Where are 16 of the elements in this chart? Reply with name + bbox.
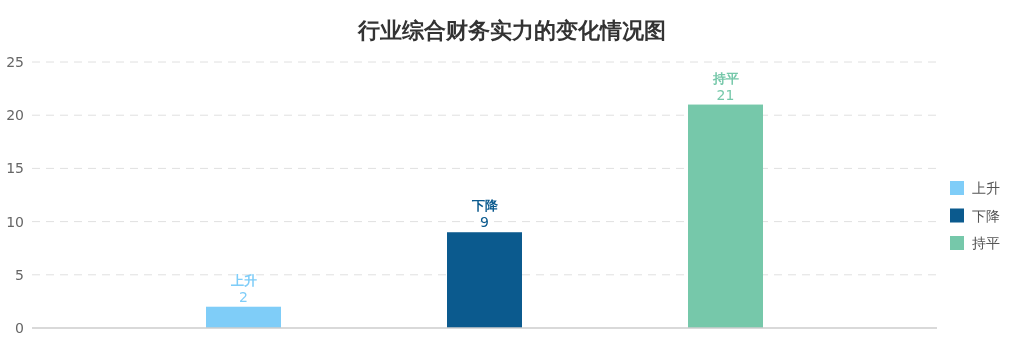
text: 持平 (712, 70, 739, 86)
y-tick-label: 15 (6, 160, 24, 177)
data-label: 2 (239, 288, 248, 305)
text: 下降 (471, 198, 498, 214)
legend-label: 下降 (972, 207, 1000, 224)
y-tick-label: 5 (15, 266, 24, 283)
y-tick-label: 20 (6, 107, 24, 124)
data-label: 9 (480, 214, 489, 231)
y-tick-label: 10 (6, 213, 24, 230)
y-tick-label: 25 (6, 54, 24, 70)
y-tick-label: 0 (15, 320, 24, 336)
legend-label: 上升 (972, 180, 1000, 196)
text: 上升 (230, 272, 257, 288)
legend-label: 持平 (972, 235, 1000, 251)
chart-title: 行业综合财务实力的变化情况图 (357, 18, 666, 43)
data-label: 21 (716, 86, 735, 103)
